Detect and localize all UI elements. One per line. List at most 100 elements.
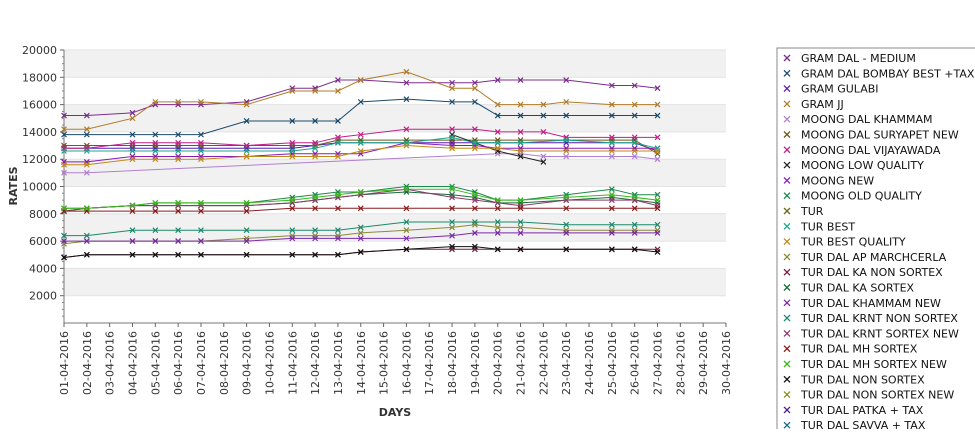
y-tick-label: 4000 (29, 262, 57, 275)
legend-label: TUR DAL KRNT SORTEX NEW (800, 327, 959, 340)
data-point (243, 199, 250, 206)
series-group (61, 142, 661, 168)
data-point (471, 139, 478, 146)
series-line (64, 144, 658, 166)
x-tick-label: 14-04-2016 (355, 331, 368, 395)
data-point (357, 229, 364, 236)
data-point (198, 208, 204, 214)
data-point (654, 221, 661, 228)
data-point (471, 243, 478, 250)
data-point (517, 219, 524, 225)
data-point (357, 139, 364, 146)
data-point (449, 85, 455, 92)
data-point (517, 139, 524, 146)
series-line (64, 221, 658, 237)
data-point (631, 82, 638, 89)
data-point (449, 134, 455, 141)
legend-marker (783, 69, 791, 77)
data-point (83, 232, 90, 239)
x-tick-label: 16-04-2016 (400, 331, 413, 395)
data-point (631, 148, 638, 154)
data-point (494, 112, 501, 119)
legend-label: TUR DAL MH SORTEX NEW (800, 358, 947, 371)
data-point (312, 88, 319, 94)
series-group (61, 126, 661, 152)
data-point (403, 227, 410, 234)
data-point (61, 169, 67, 176)
legend-label: TUR DAL KRNT NON SORTEX (800, 312, 958, 325)
legend-marker (783, 207, 791, 215)
data-point (61, 238, 67, 245)
data-point (357, 205, 364, 212)
data-point (198, 251, 204, 258)
legend-marker (783, 314, 791, 322)
data-point (631, 101, 638, 108)
data-point (152, 238, 159, 245)
data-point (198, 148, 204, 154)
series-line (63, 246, 658, 258)
grid-band (64, 77, 726, 105)
data-point (631, 112, 638, 119)
data-point (129, 251, 136, 258)
data-point (563, 98, 570, 105)
data-point (540, 128, 547, 135)
data-point (608, 148, 615, 154)
y-tick-label: 18000 (22, 71, 57, 84)
data-point (563, 148, 570, 154)
legend-marker (783, 375, 791, 383)
data-point (335, 88, 341, 94)
data-point (449, 79, 455, 86)
series-line (64, 207, 658, 212)
data-point (563, 246, 570, 253)
data-point (243, 208, 250, 214)
legend-label: TUR DAL AP MARCHCERLA (800, 251, 947, 264)
x-tick-label: 27-04-2016 (652, 331, 665, 395)
data-point (449, 232, 455, 239)
x-tick-label: 03-04-2016 (104, 331, 117, 395)
data-point (175, 148, 182, 154)
data-point (83, 169, 90, 176)
x-axis-title: DAYS (379, 406, 412, 419)
series-group (61, 186, 661, 212)
grid-band (64, 268, 726, 296)
data-point (61, 112, 67, 119)
legend-label: MOONG DAL SURYAPET NEW (801, 129, 959, 142)
legend-marker (783, 299, 791, 307)
data-point (152, 148, 159, 154)
legend-label: MOONG NEW (801, 174, 874, 187)
data-point (243, 251, 250, 258)
data-point (449, 219, 455, 225)
grid-band (64, 159, 726, 187)
legend-label: GRAM JJ (801, 98, 844, 111)
data-point (357, 77, 364, 83)
data-point (631, 134, 638, 141)
data-point (563, 77, 570, 83)
legend-marker (783, 421, 791, 429)
data-point (449, 243, 455, 250)
data-point (357, 189, 364, 195)
data-point (335, 134, 341, 141)
x-tick-label: 15-04-2016 (378, 331, 391, 395)
data-point (335, 235, 341, 242)
y-tick-label: 14000 (22, 126, 57, 139)
legend-marker (783, 406, 791, 414)
data-point (152, 199, 159, 206)
x-tick-label: 24-04-2016 (583, 331, 596, 395)
data-point (152, 98, 159, 105)
data-point (471, 205, 478, 212)
legend-label: GRAM GULABI (801, 83, 879, 96)
data-point (494, 101, 501, 108)
data-point (198, 156, 204, 163)
data-point (289, 251, 296, 258)
data-point (608, 82, 615, 89)
series-group (61, 243, 661, 261)
legend-marker (783, 54, 791, 62)
legend-marker (783, 253, 791, 261)
data-point (563, 205, 570, 212)
data-point (129, 227, 136, 234)
data-point (403, 205, 410, 212)
data-point (61, 254, 67, 261)
x-tick-label: 06-04-2016 (172, 331, 185, 395)
data-point (129, 148, 136, 154)
